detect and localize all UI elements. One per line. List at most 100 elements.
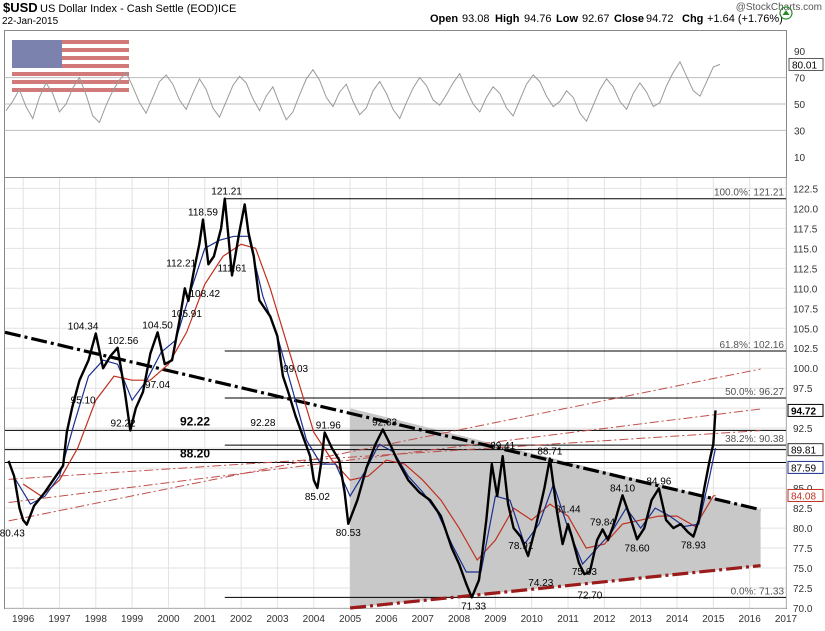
price-tick-label: 120.0 xyxy=(793,204,818,215)
price-tick-label: 77.5 xyxy=(793,544,813,555)
price-axes: 70.072.575.077.580.082.585.087.590.092.5… xyxy=(12,184,824,625)
triangle-bottom-trendline xyxy=(349,564,761,610)
indicator-tick-label: 30 xyxy=(794,126,806,137)
price-annotation: 89.41 xyxy=(490,441,515,452)
price-annotation: 72.70 xyxy=(577,590,602,601)
indicator-layer: 10 30 50 70 90 80.01 xyxy=(4,47,824,164)
year-tick-label: 2016 xyxy=(739,614,762,625)
price-annotation: 118.59 xyxy=(188,208,218,219)
price-annotation: 81.44 xyxy=(556,505,581,516)
year-tick-label: 1998 xyxy=(85,614,108,625)
price-tick-label: 107.5 xyxy=(793,304,818,315)
price-annotation: 104.34 xyxy=(68,322,99,333)
year-tick-label: 2000 xyxy=(157,614,180,625)
fib-level-label: 61.8%: 102.16 xyxy=(720,340,785,351)
indicator-tick-label: 10 xyxy=(794,153,806,164)
price-annotation: 105.91 xyxy=(171,309,202,320)
indicator-tick-label: 90 xyxy=(794,47,806,58)
channel-line xyxy=(8,408,761,503)
price-annotation: 97.04 xyxy=(145,380,170,391)
indicator-value-box xyxy=(788,57,824,71)
price-annotation: 85.02 xyxy=(305,492,330,503)
fib-level-label: 100.0%: 121.21 xyxy=(714,188,784,199)
price-value-label: 94.72 xyxy=(791,406,816,417)
ohlc-high-label: High xyxy=(495,13,520,25)
price-annotation: 95.10 xyxy=(71,395,96,406)
price-annotation: 78.91 xyxy=(508,541,533,552)
price-tick-label: 80.0 xyxy=(793,524,813,535)
price-tick-label: 115.0 xyxy=(793,244,818,255)
price-tick-label: 117.5 xyxy=(793,224,818,235)
price-annotation: 108.42 xyxy=(189,289,220,300)
price-tick-label: 75.0 xyxy=(793,564,813,575)
price-annotation: 80.43 xyxy=(0,529,25,540)
price-annotation: 84.10 xyxy=(610,483,635,494)
watermark: @StockCharts.com xyxy=(736,2,822,13)
year-tick-label: 2003 xyxy=(266,614,289,625)
price-tick-label: 97.5 xyxy=(793,384,813,395)
exchange-label: ICE xyxy=(218,3,236,15)
year-tick-label: 2011 xyxy=(557,614,579,625)
price-value-box xyxy=(787,403,824,417)
ohlc-chg-value: +1.64 (+1.76%) xyxy=(707,13,783,25)
price-annotation: 84.96 xyxy=(646,476,671,487)
price-annotation: 79.84 xyxy=(590,517,615,528)
year-tick-label: 2014 xyxy=(666,614,689,625)
price-value-box xyxy=(787,443,824,457)
fib-level-label: 38.2%: 90.38 xyxy=(725,434,784,445)
year-tick-label: 1996 xyxy=(12,614,35,625)
price-labels: 80.4395.10104.34102.5692.2297.04104.5010… xyxy=(0,187,706,613)
ohlc-close-label: Close xyxy=(614,13,644,25)
symbol-name: US Dollar Index - Cash Settle (EOD) xyxy=(40,3,218,15)
price-value-box xyxy=(787,488,824,502)
year-tick-label: 2010 xyxy=(521,614,544,625)
us-flag-icon xyxy=(12,40,129,92)
ohlc-close-value: 94.72 xyxy=(646,13,674,25)
price-annotation: 92.22 xyxy=(111,418,136,429)
year-tick-label: 2001 xyxy=(194,614,217,625)
year-tick-label: 2013 xyxy=(630,614,653,625)
price-tick-label: 72.5 xyxy=(793,584,813,595)
year-tick-label: 2008 xyxy=(448,614,471,625)
year-tick-label: 2006 xyxy=(375,614,398,625)
price-annotation: 71.33 xyxy=(461,601,486,612)
price-annotation: 80.53 xyxy=(336,528,361,539)
year-tick-label: 2005 xyxy=(339,614,362,625)
price-value-label: 87.59 xyxy=(791,463,816,474)
support-resistance-label: 92.22 xyxy=(180,414,210,428)
price-tick-label: 70.0 xyxy=(793,604,813,615)
price-annotation: 92.28 xyxy=(250,418,275,429)
price-annotation: 91.96 xyxy=(316,420,341,431)
price-tick-label: 100.0 xyxy=(793,364,818,375)
ohlc-high-value: 94.76 xyxy=(524,13,552,25)
price-tick-label: 112.5 xyxy=(793,264,818,275)
channel-line xyxy=(8,368,761,522)
price-tick-label: 110.0 xyxy=(793,284,818,295)
price-annotation: 88.71 xyxy=(537,446,562,457)
price-annotation: 111.61 xyxy=(217,263,247,274)
channel-line xyxy=(8,430,761,480)
ohlc-low-value: 92.67 xyxy=(582,13,610,25)
up-arrow-icon xyxy=(779,6,793,20)
price-annotation: 121.21 xyxy=(211,187,242,198)
price-annotation: 112.21 xyxy=(166,259,196,270)
year-tick-label: 2004 xyxy=(303,614,326,625)
price-annotation: 99.03 xyxy=(283,364,308,375)
price-annotation: 78.93 xyxy=(681,541,706,552)
chart-date: 22-Jan-2015 xyxy=(2,16,59,27)
ohlc-chg-label: Chg xyxy=(682,13,703,25)
price-annotation: 92.33 xyxy=(372,418,397,429)
year-tick-label: 2002 xyxy=(230,614,253,625)
price-tick-label: 102.5 xyxy=(793,344,818,355)
ohlc-low-label: Low xyxy=(556,13,578,25)
price-annotation: 75.63 xyxy=(572,567,597,578)
fib-level-label: 0.0%: 71.33 xyxy=(731,586,785,597)
ohlc-open-label: Open xyxy=(430,13,458,25)
price-tick-label: 82.5 xyxy=(793,504,813,515)
year-tick-label: 2009 xyxy=(484,614,507,625)
downtrend-line xyxy=(4,330,761,512)
price-tick-label: 92.5 xyxy=(793,424,813,435)
year-tick-label: 1997 xyxy=(48,614,71,625)
